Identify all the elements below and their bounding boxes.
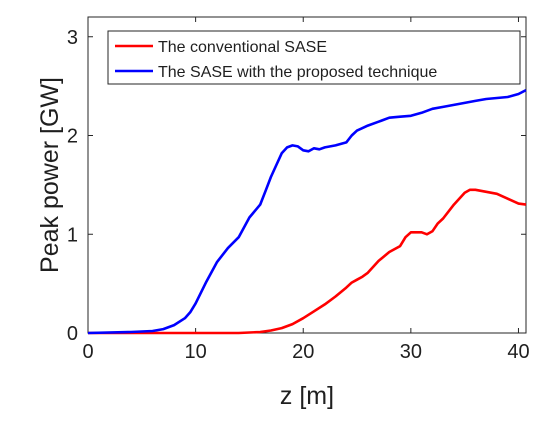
- x-axis-label: z [m]: [280, 382, 334, 410]
- x-tick-label: 10: [184, 341, 206, 363]
- y-tick-label: 1: [67, 224, 78, 246]
- axis-ticks: 0 10 20 30 40 0 1 2 3: [67, 17, 530, 363]
- y-tick-label: 3: [67, 27, 78, 49]
- series-line-1: [87, 88, 527, 335]
- series-line-0: [88, 188, 527, 335]
- series-lines: [87, 88, 527, 335]
- x-tick-label: 30: [400, 341, 422, 363]
- legend-entry-conventional: The conventional SASE: [158, 39, 327, 56]
- x-tick-label: 20: [292, 341, 314, 363]
- y-tick-label: 0: [67, 323, 78, 345]
- y-tick-label: 2: [67, 126, 78, 148]
- legend-entry-proposed: The SASE with the proposed technique: [158, 64, 437, 81]
- legend-box: [107, 30, 521, 85]
- x-tick-label: 40: [507, 341, 529, 363]
- y-axis-label: Peak power [GW]: [36, 77, 64, 273]
- legend: The conventional SASE The SASE with the …: [107, 30, 521, 85]
- x-tick-label: 0: [82, 341, 93, 363]
